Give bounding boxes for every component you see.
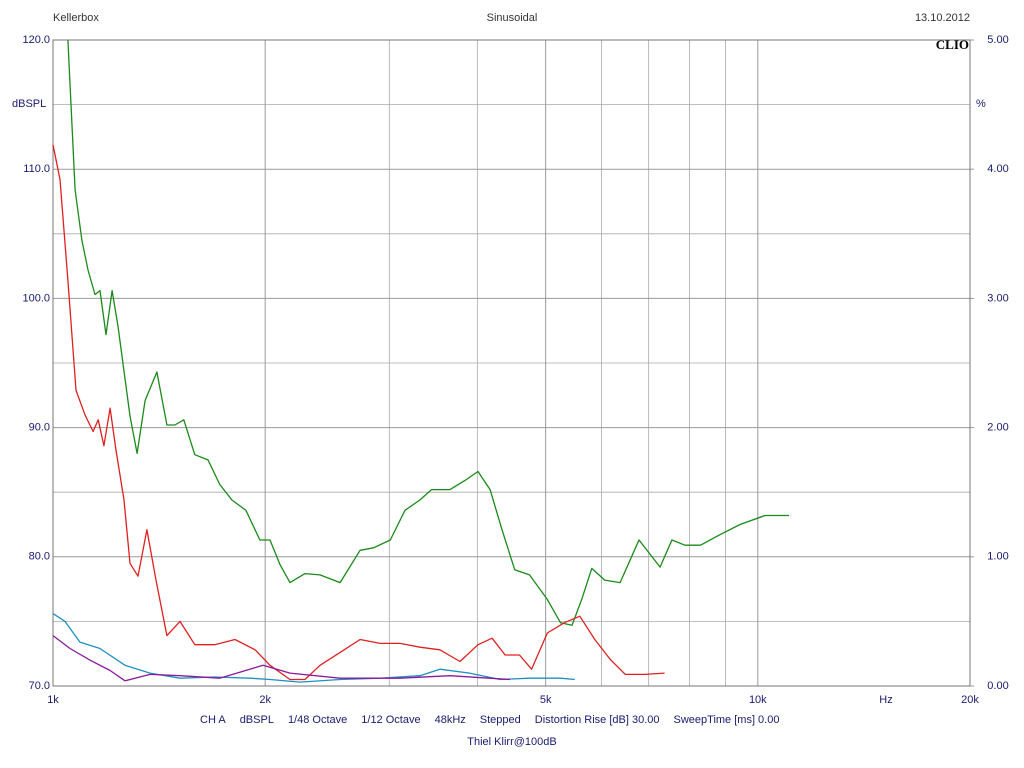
data-line — [52, 144, 665, 681]
footer-item: 1/12 Octave — [361, 714, 420, 726]
x-tick-label: 2k — [259, 694, 271, 706]
y-tick-label: 120.0 — [22, 34, 50, 46]
footer-item: Stepped — [480, 714, 521, 726]
y-tick-label: 70.0 — [29, 680, 50, 692]
logo: CLIO — [936, 37, 969, 52]
footer-item: dBSPL — [240, 714, 274, 726]
y2-tick-label: 2.00 — [987, 422, 1008, 434]
x-tick-label: 1k — [47, 694, 59, 706]
x-tick-label: 20k — [961, 694, 979, 706]
y-tick-label: 90.0 — [29, 422, 50, 434]
y2-tick-label: 4.00 — [987, 163, 1008, 175]
y2-tick-label: 3.00 — [987, 292, 1008, 304]
footer-item: Distortion Rise [dB] 30.00 — [535, 714, 660, 726]
y2-tick-label: 5.00 — [987, 34, 1008, 46]
y2-tick-label: 0.00 — [987, 680, 1008, 692]
y2-tick-label: 1.00 — [987, 551, 1008, 563]
y-tick-label: 100.0 — [22, 292, 50, 304]
footer-item: 48kHz — [435, 714, 466, 726]
footer-item: 1/48 Octave — [288, 714, 347, 726]
footer-item: CH A — [200, 714, 226, 726]
header-left: Kellerbox — [53, 12, 99, 24]
data-line — [52, 635, 511, 682]
data-line — [67, 39, 789, 626]
footer-item: SweepTime [ms] 0.00 — [674, 714, 780, 726]
subtitle: Thiel Klirr@100dB — [467, 736, 556, 748]
plot-frame — [52, 39, 971, 687]
y-tick-label: 110.0 — [23, 163, 50, 175]
y-tick-label: 80.0 — [29, 551, 50, 563]
header-right: 13.10.2012 — [915, 12, 970, 24]
chart-title: Sinusoidal — [487, 12, 538, 24]
y2-axis-label: % — [976, 98, 986, 110]
x-axis-label: Hz — [879, 694, 892, 706]
y-axis-label: dBSPL — [12, 98, 46, 110]
x-tick-label: 10k — [749, 694, 767, 706]
x-tick-label: 5k — [540, 694, 552, 706]
